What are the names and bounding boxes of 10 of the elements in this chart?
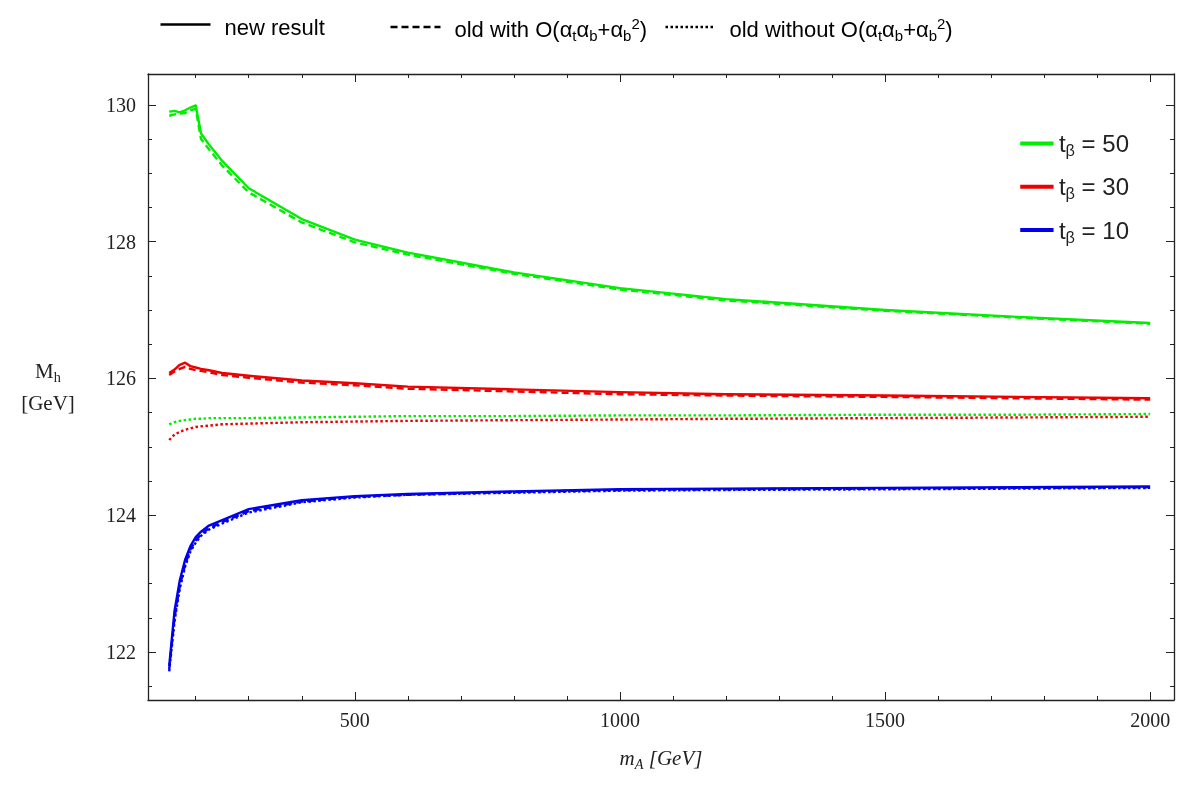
y-tick-label: 126: [106, 367, 136, 390]
y-tick-label: 124: [106, 504, 136, 527]
text: new result: [224, 14, 325, 40]
y-tick-label: 128: [106, 230, 136, 253]
x-tick-label: 500: [339, 709, 370, 731]
y-tick-label: 122: [106, 641, 136, 664]
y-tick-label: 130: [106, 93, 136, 116]
x-tick-label: 2000: [1130, 709, 1171, 731]
x-tick-label: 1000: [599, 709, 640, 731]
x-tick-label: 1500: [865, 709, 906, 731]
